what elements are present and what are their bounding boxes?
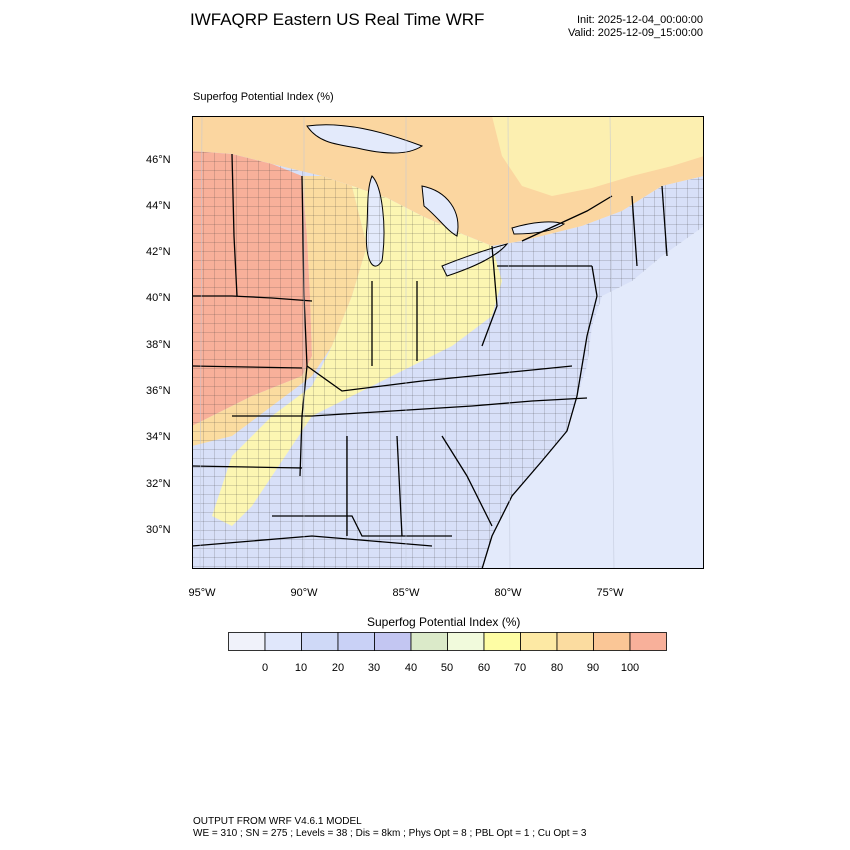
valid-time: Valid: 2025-12-09_15:00:00	[568, 27, 703, 39]
map-panel	[192, 116, 704, 569]
colorbar-label: 80	[550, 662, 564, 674]
colorbar-swatch	[520, 632, 558, 651]
lat-label: 30°N	[146, 524, 171, 536]
colorbar-swatch	[447, 632, 485, 651]
lon-label: 85°W	[392, 587, 420, 599]
atlantic-coastline	[481, 295, 598, 569]
main-title: IWFAQRP Eastern US Real Time WRF	[190, 10, 485, 29]
lat-label: 32°N	[146, 478, 171, 490]
graticule	[199, 116, 615, 569]
colorbar-label: 50	[440, 662, 454, 674]
county-grid	[192, 151, 704, 569]
colorbar-label: 20	[331, 662, 345, 674]
lat-label: 40°N	[146, 292, 171, 304]
colorbar-label: 90	[586, 662, 600, 674]
lat-label: 36°N	[146, 385, 171, 397]
colorbar-swatch	[629, 632, 667, 651]
plot-label: Superfog Potential Index (%)	[193, 91, 334, 103]
colorbar	[228, 632, 667, 651]
colorbar-label: 10	[294, 662, 308, 674]
lon-label: 90°W	[290, 587, 318, 599]
canada-yellow-region	[492, 116, 704, 196]
lat-label: 46°N	[146, 154, 171, 166]
colorbar-swatch	[374, 632, 412, 651]
lat-label: 38°N	[146, 339, 171, 351]
colorbar-swatch	[410, 632, 448, 651]
lake-superior	[306, 124, 424, 154]
colorbar-swatch	[337, 632, 375, 651]
map-frame	[192, 116, 704, 569]
colorbar-label: 70	[513, 662, 527, 674]
colorbar-label: 60	[477, 662, 491, 674]
colorbar-swatch	[228, 632, 266, 651]
colorbar-title: Superfog Potential Index (%)	[367, 615, 521, 629]
colorbar-label: 100	[620, 662, 640, 674]
lon-label: 80°W	[494, 587, 522, 599]
footer-model-line: OUTPUT FROM WRF V4.6.1 MODEL	[193, 816, 362, 827]
footer-config-line: WE = 310 ; SN = 275 ; Levels = 38 ; Dis …	[193, 828, 587, 839]
colorbar-label: 40	[404, 662, 418, 674]
colorbar-swatch	[301, 632, 339, 651]
state-borders	[192, 153, 668, 537]
lat-label: 42°N	[146, 246, 171, 258]
lat-label: 44°N	[146, 200, 171, 212]
init-time: Init: 2025-12-04_00:00:00	[577, 14, 703, 26]
gulf-coastline	[192, 535, 433, 547]
colorbar-swatch	[483, 632, 521, 651]
lon-label: 75°W	[596, 587, 624, 599]
lat-label: 34°N	[146, 431, 171, 443]
colorbar-swatch	[556, 632, 594, 651]
colorbar-swatch	[593, 632, 631, 651]
lon-label: 95°W	[188, 587, 216, 599]
colorbar-label: 30	[367, 662, 381, 674]
colorbar-label: 0	[261, 662, 269, 674]
lake-ontario	[511, 221, 566, 235]
colorbar-swatch	[264, 632, 302, 651]
